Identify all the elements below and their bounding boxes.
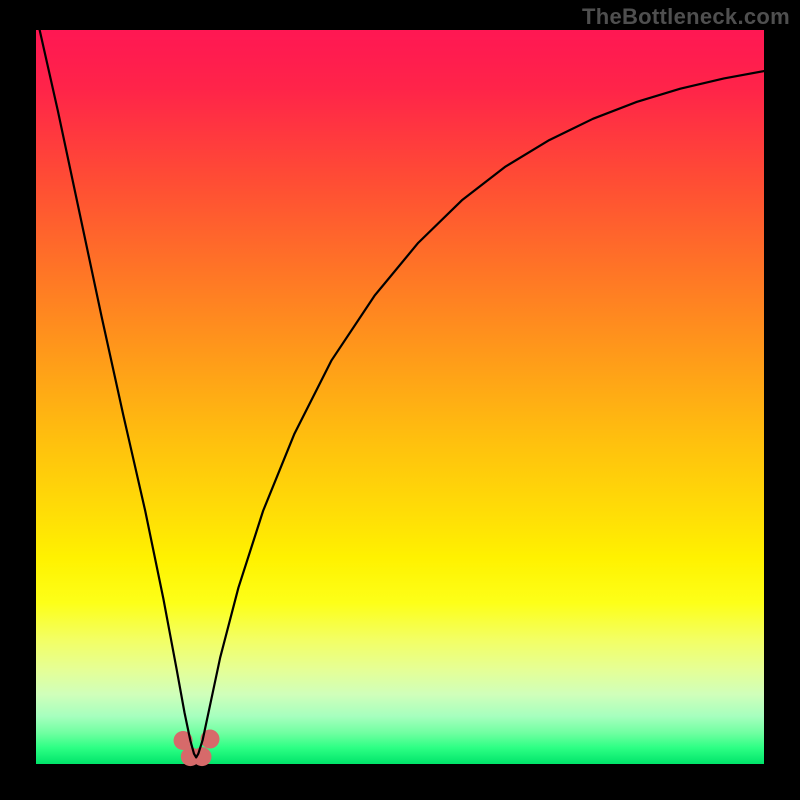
bottleneck-curve-chart [0, 0, 800, 800]
watermark-text: TheBottleneck.com [582, 4, 790, 30]
plot-background [36, 30, 764, 764]
chart-stage: TheBottleneck.com [0, 0, 800, 800]
